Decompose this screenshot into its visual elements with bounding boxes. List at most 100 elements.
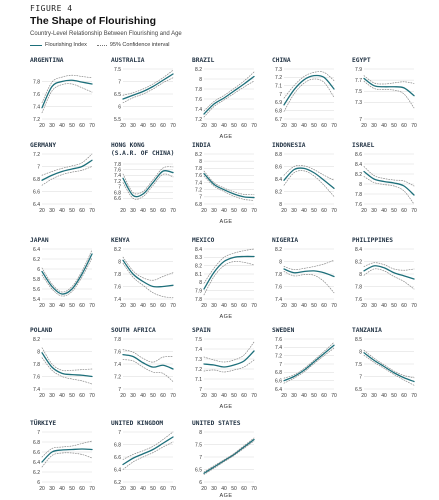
x-tick-2-4: 60 [241, 123, 247, 129]
y-tick-22-3: 7.5 [195, 442, 202, 448]
x-axis-label-row-0: AGE [219, 134, 232, 140]
x-tick-7-4: 60 [241, 208, 247, 214]
y-tick-4-3: 7.7 [355, 78, 362, 84]
x-tick-8-3: 50 [311, 208, 317, 214]
x-tick-1-5: 70 [170, 123, 176, 129]
y-tick-4-1: 7.3 [355, 100, 362, 106]
ci-line-8-2 [283, 165, 335, 181]
ci-line-7-1 [203, 175, 255, 201]
x-tick-3-4: 60 [321, 123, 327, 129]
panel-title-16: SOUTH AFRICA [111, 327, 156, 334]
x-tick-15-0: 20 [39, 393, 45, 399]
ci-line-9-1 [363, 176, 415, 205]
x-tick-11-3: 50 [150, 303, 156, 309]
ci-line-10-1 [41, 257, 93, 297]
x-tick-9-2: 40 [381, 208, 387, 214]
x-tick-14-3: 50 [391, 303, 397, 309]
ci-line-22-1 [203, 440, 255, 475]
x-tick-8-5: 70 [331, 208, 337, 214]
x-tick-17-3: 50 [231, 393, 237, 399]
legend-item-index: Flourishing Index [30, 42, 87, 48]
series-line-18-0 [283, 344, 335, 382]
y-tick-3-2: 6.9 [275, 100, 282, 106]
panel-title-3: CHINA [272, 57, 291, 64]
x-tick-7-0: 20 [201, 208, 207, 214]
y-tick-5-2: 6.8 [33, 177, 40, 183]
y-tick-7-3: 7.4 [195, 180, 202, 186]
ci-line-6-1 [122, 173, 174, 200]
x-tick-6-1: 30 [130, 208, 136, 214]
y-tick-2-4: 8 [199, 77, 202, 83]
y-tick-17-5: 7.5 [195, 337, 202, 343]
y-tick-10-2: 5.8 [33, 277, 40, 283]
x-tick-3-0: 20 [281, 123, 287, 129]
ci-line-2-2 [203, 71, 255, 112]
y-tick-20-3: 6.6 [33, 450, 40, 456]
ci-line-22-2 [203, 437, 255, 473]
legend-label-ci: 95% Confidence interval [109, 42, 170, 48]
series-line-8-0 [283, 167, 335, 190]
ci-line-5-2 [41, 153, 93, 176]
y-tick-18-0: 6.4 [275, 387, 282, 393]
y-tick-12-6: 8.4 [195, 247, 202, 253]
x-tick-15-4: 60 [79, 393, 85, 399]
ci-line-9-2 [363, 166, 415, 187]
series-line-0-0 [41, 79, 93, 109]
legend-item-ci: 95% Confidence interval [96, 42, 170, 48]
panel-title-12: MEXICO [192, 237, 215, 244]
x-tick-22-0: 20 [201, 486, 207, 492]
y-tick-4-4: 7.9 [355, 67, 362, 73]
x-tick-7-2: 40 [221, 208, 227, 214]
x-tick-17-0: 20 [201, 393, 207, 399]
x-tick-10-0: 20 [39, 303, 45, 309]
series-line-11-0 [122, 259, 174, 288]
x-tick-9-3: 50 [391, 208, 397, 214]
y-tick-11-2: 7.8 [114, 272, 121, 278]
x-tick-4-3: 50 [391, 123, 397, 129]
y-tick-21-0: 6.2 [114, 480, 121, 486]
y-tick-3-1: 6.8 [275, 108, 282, 114]
ci-line-3-1 [283, 78, 335, 112]
ci-line-12-1 [203, 260, 255, 296]
ci-line-2-1 [203, 80, 255, 118]
series-line-21-0 [122, 436, 174, 466]
x-tick-7-3: 50 [231, 208, 237, 214]
x-tick-18-3: 50 [311, 393, 317, 399]
x-tick-2-5: 70 [251, 123, 257, 129]
y-tick-15-1: 7.6 [33, 374, 40, 380]
x-tick-3-5: 70 [331, 123, 337, 129]
x-tick-19-1: 30 [371, 393, 377, 399]
series-line-2-0 [203, 75, 255, 115]
panel-title-19: TANZANIA [352, 327, 382, 334]
x-tick-4-2: 40 [381, 123, 387, 129]
x-tick-14-4: 60 [401, 303, 407, 309]
x-tick-12-2: 40 [221, 303, 227, 309]
x-tick-18-2: 40 [301, 393, 307, 399]
x-tick-3-1: 30 [291, 123, 297, 129]
ci-line-12-2 [203, 248, 255, 284]
x-tick-1-3: 50 [150, 123, 156, 129]
x-tick-22-4: 60 [241, 486, 247, 492]
panel-title-20: TÜRKIYE [30, 418, 56, 427]
y-tick-17-3: 7.3 [195, 357, 202, 363]
x-tick-21-5: 70 [170, 486, 176, 492]
ci-line-13-2 [283, 259, 335, 271]
y-tick-13-2: 7.8 [275, 272, 282, 278]
ci-line-5-1 [41, 166, 93, 186]
x-tick-5-0: 20 [39, 208, 45, 214]
ci-line-0-2 [41, 74, 93, 104]
y-tick-5-4: 7.2 [33, 152, 40, 158]
y-tick-20-0: 6 [37, 480, 40, 486]
x-tick-1-0: 20 [120, 123, 126, 129]
x-tick-11-5: 70 [170, 303, 176, 309]
y-tick-8-0: 8 [279, 202, 282, 208]
ci-line-21-2 [122, 431, 174, 460]
y-tick-6-3: 7.2 [114, 179, 121, 185]
x-tick-0-3: 50 [69, 123, 75, 129]
panel-title-4: EGYPT [352, 57, 371, 64]
panel-title-2: BRAZIL [192, 57, 215, 64]
x-tick-10-4: 60 [79, 303, 85, 309]
y-tick-2-1: 7.4 [195, 107, 202, 113]
x-tick-10-1: 30 [49, 303, 55, 309]
